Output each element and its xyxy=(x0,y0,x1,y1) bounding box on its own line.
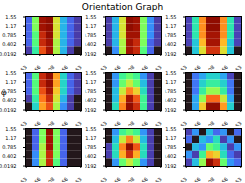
svg-text:0.0192: 0.0192 xyxy=(165,51,177,57)
svg-text:-0.766: -0.766 xyxy=(106,176,122,182)
svg-text:0.402: 0.402 xyxy=(2,153,16,159)
svg-text:1.53: 1.53 xyxy=(230,176,242,182)
svg-text:0.0192: 0.0192 xyxy=(85,163,97,169)
svg-text:-1.49e-08: -1.49e-08 xyxy=(114,176,135,182)
svg-text:0.766: 0.766 xyxy=(55,176,69,182)
svg-text:1.17: 1.17 xyxy=(5,79,16,85)
svg-text:-0.766: -0.766 xyxy=(26,176,42,182)
svg-text:0.0192: 0.0192 xyxy=(85,107,97,113)
svg-text:0.0192: 0.0192 xyxy=(85,51,97,57)
svg-text:1.55: 1.55 xyxy=(5,126,16,132)
svg-text:0.402: 0.402 xyxy=(165,153,177,159)
svg-text:0.0192: 0.0192 xyxy=(165,163,177,169)
svg-text:0.402: 0.402 xyxy=(165,41,177,47)
svg-text:-0.766: -0.766 xyxy=(186,176,202,182)
svg-text:0.402: 0.402 xyxy=(85,153,97,159)
svg-text:1.17: 1.17 xyxy=(85,79,96,85)
svg-text:1.55: 1.55 xyxy=(5,14,16,20)
svg-text:1.55: 1.55 xyxy=(165,14,176,20)
svg-text:1.17: 1.17 xyxy=(165,79,176,85)
svg-text:1.55: 1.55 xyxy=(85,14,96,20)
svg-text:0.402: 0.402 xyxy=(85,97,97,103)
svg-text:-1.53: -1.53 xyxy=(95,176,108,182)
svg-text:0.0192: 0.0192 xyxy=(165,107,177,113)
svg-text:0.766: 0.766 xyxy=(135,176,149,182)
svg-text:0.402: 0.402 xyxy=(165,97,177,103)
svg-text:0.0192: 0.0192 xyxy=(0,51,17,57)
svg-text:0.785: 0.785 xyxy=(2,144,16,150)
svg-text:0.402: 0.402 xyxy=(85,41,97,47)
svg-text:1.17: 1.17 xyxy=(165,23,176,29)
svg-text:0.785: 0.785 xyxy=(85,88,97,94)
svg-text:0.402: 0.402 xyxy=(2,97,16,103)
svg-text:0.785: 0.785 xyxy=(165,144,177,150)
svg-text:-1.49e-08: -1.49e-08 xyxy=(194,176,215,182)
svg-text:-1.53: -1.53 xyxy=(175,176,188,182)
svg-text:1.55: 1.55 xyxy=(165,126,176,132)
svg-text:1.55: 1.55 xyxy=(85,70,96,76)
svg-text:1.17: 1.17 xyxy=(85,23,96,29)
svg-text:1.53: 1.53 xyxy=(70,176,82,182)
svg-text:-1.53: -1.53 xyxy=(15,176,28,182)
svg-text:0.785: 0.785 xyxy=(85,144,97,150)
svg-text:1.17: 1.17 xyxy=(5,23,16,29)
svg-text:0.0192: 0.0192 xyxy=(0,163,17,169)
svg-text:1.17: 1.17 xyxy=(5,135,16,141)
svg-text:0.785: 0.785 xyxy=(165,88,177,94)
svg-text:1.55: 1.55 xyxy=(5,70,16,76)
svg-text:0.785: 0.785 xyxy=(165,32,177,38)
svg-text:0.785: 0.785 xyxy=(85,32,97,38)
svg-text:1.55: 1.55 xyxy=(85,126,96,132)
svg-text:1.53: 1.53 xyxy=(150,176,162,182)
svg-text:1.17: 1.17 xyxy=(165,135,176,141)
svg-text:1.55: 1.55 xyxy=(165,70,176,76)
svg-text:0.766: 0.766 xyxy=(215,176,229,182)
svg-text:0.785: 0.785 xyxy=(2,32,16,38)
svg-text:-1.49e-08: -1.49e-08 xyxy=(34,176,55,182)
svg-text:0.0192: 0.0192 xyxy=(0,107,17,113)
svg-text:0.402: 0.402 xyxy=(2,41,16,47)
svg-text:1.17: 1.17 xyxy=(85,135,96,141)
